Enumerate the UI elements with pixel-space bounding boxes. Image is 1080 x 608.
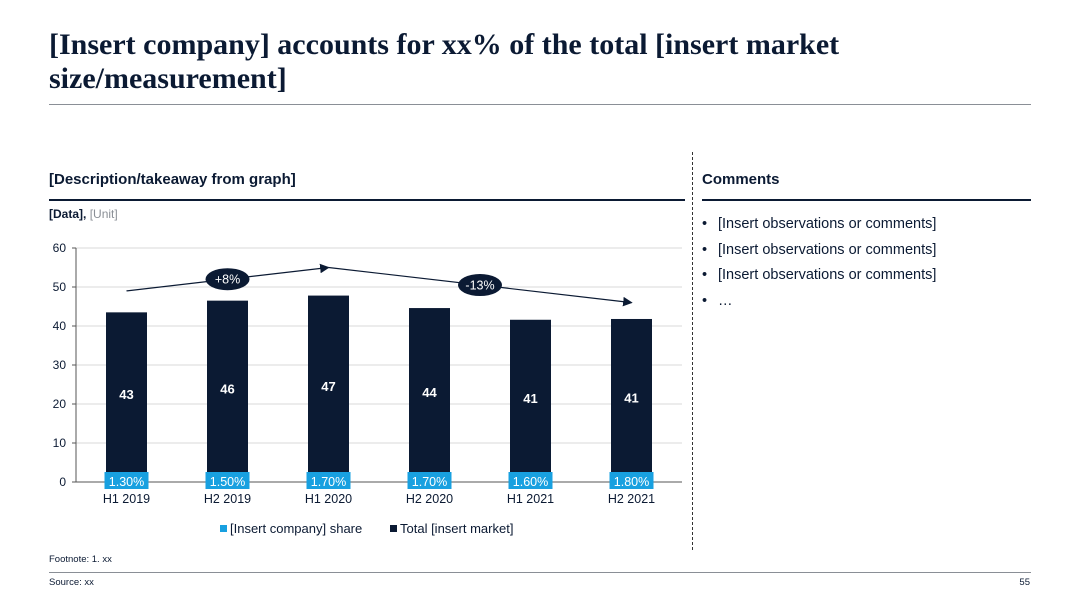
- comment-item: • [Insert observations or comments]: [702, 241, 937, 258]
- bar-value-label: 47: [321, 379, 335, 394]
- unit-label: [Unit]: [89, 207, 118, 221]
- share-label: 1.70%: [412, 475, 447, 489]
- share-label-box: [306, 472, 351, 489]
- y-tick-label: 0: [59, 475, 66, 489]
- trend-label: -13%: [465, 279, 494, 293]
- share-label: 1.60%: [513, 475, 548, 489]
- x-tick-label: H2 2020: [406, 492, 453, 506]
- footer-rule: [49, 572, 1031, 573]
- x-tick-label: H2 2019: [204, 492, 251, 506]
- comment-item: • [Insert observations or comments]: [702, 267, 937, 283]
- y-tick-label: 10: [53, 436, 67, 450]
- source-note: Source: xx: [49, 577, 94, 588]
- bar-value-label: 43: [119, 387, 133, 402]
- chart-header-rule: [49, 199, 685, 201]
- y-tick-label: 20: [53, 397, 67, 411]
- share-label: 1.30%: [109, 475, 144, 489]
- x-tick-label: H1 2021: [507, 492, 554, 506]
- footnote: Footnote: 1. xx: [49, 554, 112, 565]
- bar: [106, 312, 147, 482]
- x-tick-label: H2 2021: [608, 492, 655, 506]
- bar: [510, 319, 551, 482]
- bar: [409, 308, 450, 482]
- y-tick-label: 60: [53, 241, 67, 255]
- share-label-box: [205, 472, 250, 489]
- bar-value-label: 41: [624, 390, 638, 405]
- share-label-box: [407, 472, 452, 489]
- bar: [308, 295, 349, 482]
- y-tick-label: 30: [53, 358, 67, 372]
- page-title: [Insert company] accounts for xx% of the…: [49, 28, 840, 95]
- x-tick-label: H1 2019: [103, 492, 150, 506]
- share-label-box: [508, 472, 553, 489]
- share-label: 1.70%: [311, 475, 346, 489]
- bar-value-label: 44: [422, 385, 437, 400]
- bar-chart: 0 10 20 30 40 50 60 43 1.30% H1 2019 46 1.50% H2 201…: [53, 241, 682, 536]
- bar: [611, 318, 652, 482]
- trend-label-pill: [205, 268, 250, 291]
- legend-swatch-total: [390, 525, 397, 532]
- share-label-box: [609, 472, 654, 489]
- comments-list: • [Insert observations or comments] • [Ins…: [702, 212, 936, 314]
- share-label: 1.50%: [210, 475, 245, 489]
- title-divider: [49, 104, 1031, 105]
- comment-item: • [Insert observations or comments]: [702, 216, 937, 232]
- share-label-box: [104, 472, 149, 489]
- vertical-divider: [692, 152, 693, 550]
- trend-label-pill: [458, 274, 502, 297]
- y-tick-label: 50: [53, 280, 67, 294]
- bar-value-label: 41: [523, 391, 537, 406]
- data-label: [Data],: [49, 207, 87, 221]
- y-tick-label: 40: [53, 319, 67, 333]
- comments-header: Comments: [702, 171, 780, 188]
- chart-takeaway-header: [Description/takeaway from graph]: [49, 171, 296, 188]
- share-label: 1.80%: [614, 475, 649, 489]
- bar-value-label: 46: [220, 381, 234, 396]
- legend-swatch-share: [220, 525, 227, 532]
- legend-label-share: [Insert company] share: [230, 521, 362, 536]
- legend-label-total: Total [insert market]: [400, 521, 513, 536]
- bar: [207, 300, 248, 482]
- page-number: 55: [1019, 577, 1030, 588]
- trend-label: +8%: [215, 273, 240, 287]
- comments-header-rule: [702, 199, 1031, 201]
- data-unit-label: [Data], [Unit]: [49, 207, 118, 221]
- comment-item: •…: [702, 292, 733, 309]
- x-tick-label: H1 2020: [305, 492, 352, 506]
